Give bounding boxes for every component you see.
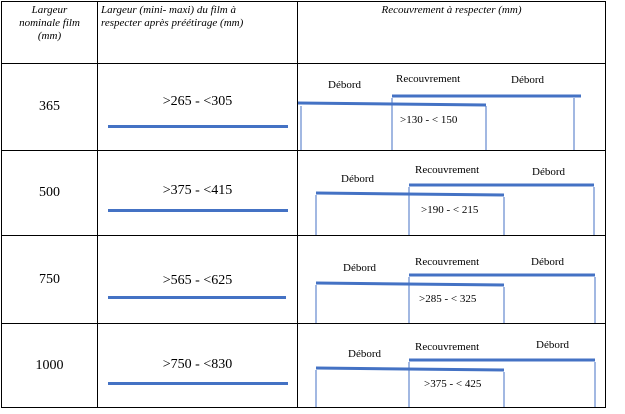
range-bar (108, 296, 286, 299)
overlap-value: >130 - < 150 (400, 114, 458, 126)
overlap-value: >285 - < 325 (419, 293, 477, 305)
range-value: >750 - <830 (162, 357, 233, 372)
overlap-diagram: Débord Recouvrement Débord >285 - < 325 (315, 256, 596, 323)
range-bar (108, 125, 288, 128)
film-bar-left (315, 281, 505, 287)
label-debord-left: Débord (341, 173, 374, 185)
range-value: >375 - <415 (162, 183, 233, 198)
label-debord-right: Débord (532, 166, 565, 178)
table-row: 365 >265 - <305 Débord Recouvrement Débo… (1, 63, 606, 151)
overlap-value: >190 - < 215 (421, 204, 479, 216)
header-film-width-range: Largeur (mini- maxi) du film à respecter… (97, 1, 298, 64)
label-recouvrement: Recouvrement (396, 73, 460, 85)
film-spec-table: Largeur nominale film (mm) Largeur (mini… (1, 1, 606, 408)
label-debord-right: Débord (511, 74, 544, 86)
label-recouvrement: Recouvrement (415, 256, 479, 268)
header-overlap: Recouvrement à respecter (mm) (297, 1, 606, 64)
range-cell: >375 - <415 (97, 150, 298, 236)
overlap-value: >375 - < 425 (424, 378, 482, 390)
nominal-width-cell: 1000 (1, 323, 98, 408)
range-bar (108, 382, 288, 385)
range-value: >565 - <625 (162, 273, 233, 288)
table-row: 750 >565 - <625 Débord Recouvrement Débo… (1, 235, 606, 324)
range-cell: >750 - <830 (97, 323, 298, 408)
overlap-diagram: Débord Recouvrement Débord >190 - < 215 (315, 164, 595, 235)
label-recouvrement: Recouvrement (415, 164, 479, 176)
nominal-width-cell: 500 (1, 150, 98, 236)
table-row: 500 >375 - <415 Débord Recouvrement Débo… (1, 150, 606, 236)
label-debord-right: Débord (536, 339, 569, 351)
film-bar-left (315, 366, 505, 372)
label-recouvrement: Recouvrement (415, 341, 479, 353)
overlap-diagram: Débord Recouvrement Débord >375 - < 425 (315, 339, 596, 407)
label-debord-left: Débord (328, 79, 361, 91)
film-bar-left (315, 191, 505, 197)
label-debord-left: Débord (343, 262, 376, 274)
nominal-width-cell: 750 (1, 235, 98, 324)
label-debord-left: Débord (348, 348, 381, 360)
overlap-diagram: Débord Recouvrement Débord >130 - < 150 (298, 73, 581, 150)
overlap-diagram-cell: Débord Recouvrement Débord >130 - < 150 (297, 63, 606, 151)
overlap-diagram-cell: Débord Recouvrement Débord >285 - < 325 (297, 235, 606, 324)
header-nominal-width: Largeur nominale film (mm) (1, 1, 98, 64)
range-value: >265 - <305 (162, 94, 233, 109)
header-row: Largeur nominale film (mm) Largeur (mini… (1, 1, 606, 64)
table-row: 1000 >750 - <830 Débord Recouvrement Déb… (1, 323, 606, 408)
range-cell: >565 - <625 (97, 235, 298, 324)
overlap-diagram-cell: Débord Recouvrement Débord >190 - < 215 (297, 150, 606, 236)
range-bar (108, 209, 288, 212)
nominal-width-cell: 365 (1, 63, 98, 151)
range-cell: >265 - <305 (97, 63, 298, 151)
overlap-diagram-cell: Débord Recouvrement Débord >375 - < 425 (297, 323, 606, 408)
label-debord-right: Débord (531, 256, 564, 268)
